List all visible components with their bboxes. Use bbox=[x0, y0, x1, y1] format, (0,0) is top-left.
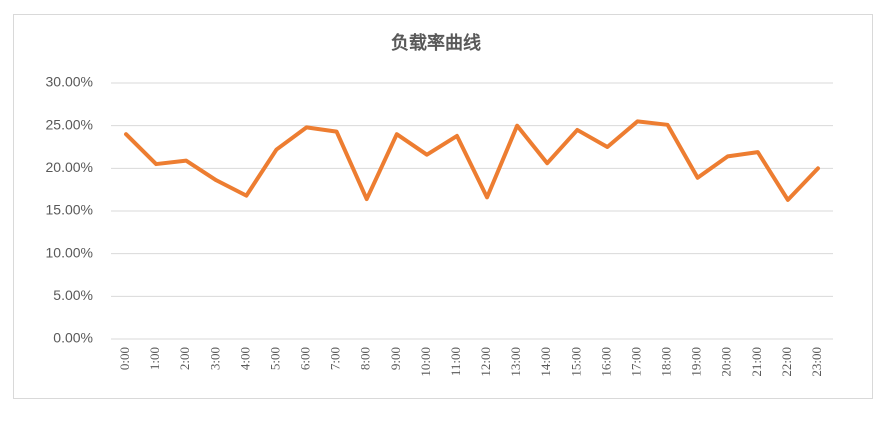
y-tick-label: 25.00% bbox=[46, 116, 93, 132]
x-tick-label: 23:00 bbox=[809, 347, 824, 377]
chart-title: 负载率曲线 bbox=[391, 32, 481, 53]
x-tick-label: 20:00 bbox=[719, 347, 734, 377]
x-tick-label: 7:00 bbox=[328, 347, 343, 370]
x-tick-label: 3:00 bbox=[207, 347, 222, 370]
x-tick-label: 21:00 bbox=[749, 347, 764, 377]
y-tick-label: 5.00% bbox=[53, 287, 93, 303]
y-tick-label: 10.00% bbox=[46, 244, 93, 260]
x-tick-label: 16:00 bbox=[598, 347, 613, 377]
x-tick-label: 8:00 bbox=[358, 347, 373, 370]
y-tick-label: 15.00% bbox=[46, 202, 93, 218]
x-tick-label: 14:00 bbox=[538, 347, 553, 377]
line-series bbox=[124, 119, 820, 202]
y-tick-label: 20.00% bbox=[46, 159, 93, 175]
x-tick-label: 5:00 bbox=[267, 347, 282, 370]
x-tick-label: 1:00 bbox=[147, 347, 162, 370]
y-tick-label: 30.00% bbox=[46, 74, 93, 90]
x-tick-label: 18:00 bbox=[659, 347, 674, 377]
x-tick-label: 10:00 bbox=[418, 347, 433, 377]
x-tick-label: 22:00 bbox=[779, 347, 794, 377]
x-tick-label: 19:00 bbox=[689, 347, 704, 377]
x-tick-label: 4:00 bbox=[237, 347, 252, 370]
y-tick-label: 0.00% bbox=[53, 330, 93, 346]
x-tick-label: 9:00 bbox=[388, 347, 403, 370]
chart-border bbox=[13, 14, 873, 399]
x-tick-label: 17:00 bbox=[628, 347, 643, 377]
x-tick-label: 15:00 bbox=[568, 347, 583, 377]
x-tick-label: 11:00 bbox=[448, 347, 463, 376]
x-tick-label: 12:00 bbox=[478, 347, 493, 377]
x-tick-label: 13:00 bbox=[508, 347, 523, 377]
x-tick-label: 0:00 bbox=[117, 347, 132, 370]
x-tick-label: 2:00 bbox=[177, 347, 192, 370]
x-tick-label: 6:00 bbox=[298, 347, 313, 370]
